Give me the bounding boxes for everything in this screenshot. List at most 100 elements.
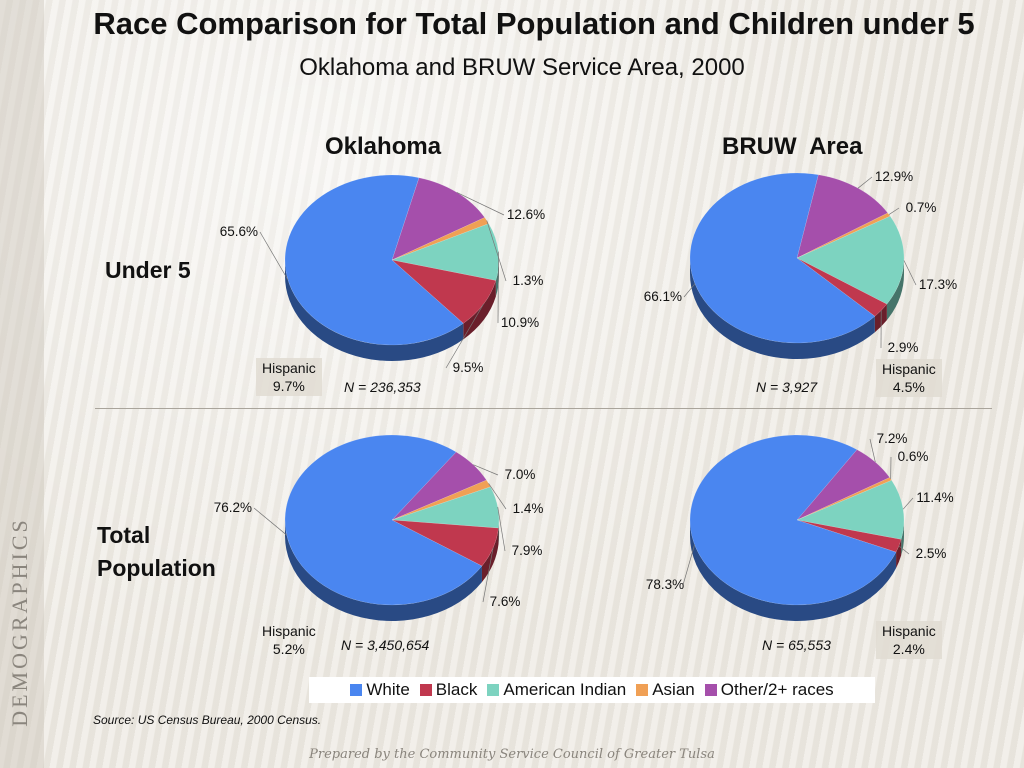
- hispanic-box-oklahoma-total: Hispanic 5.2%: [256, 621, 322, 659]
- data-label-american-indian: 11.4%: [916, 490, 953, 505]
- data-label-white: 78.3%: [646, 577, 684, 592]
- column-header-bruw: BRUW Area: [722, 133, 863, 160]
- data-label-black: 7.6%: [490, 594, 521, 609]
- footer-credit: Prepared by the Community Service Counci…: [309, 747, 715, 762]
- legend-swatch-black: [419, 684, 432, 696]
- data-label-black: 9.5%: [453, 360, 484, 375]
- n-bruw-under5: N = 3,927: [756, 379, 818, 395]
- hispanic-value: 4.5%: [892, 379, 925, 395]
- leader-line: [445, 303, 484, 369]
- n-bruw-total: N = 65,553: [762, 637, 831, 653]
- pie-side-white: [285, 260, 464, 361]
- pie-slice-asian: [796, 477, 892, 521]
- row-header-under5: Under 5: [105, 257, 191, 283]
- data-label-asian: 1.4%: [513, 501, 544, 516]
- data-label-asian: 1.3%: [513, 273, 544, 288]
- pie-slice-white: [689, 172, 876, 344]
- hispanic-label: Hispanic: [882, 361, 936, 377]
- row-divider: [95, 408, 992, 409]
- legend-swatch-asian: [636, 684, 649, 696]
- leader-line: [259, 231, 289, 281]
- hispanic-label: Hispanic: [882, 623, 936, 639]
- data-label-asian: 0.6%: [898, 449, 929, 464]
- row-header-total-population: Total Population: [97, 522, 216, 581]
- hispanic-label: Hispanic: [262, 360, 316, 376]
- hispanic-box-bruw-total: Hispanic 2.4%: [876, 621, 942, 659]
- legend-swatch-american-indian: [487, 684, 500, 696]
- leader-line: [683, 283, 696, 298]
- pie-side-white: [285, 520, 482, 621]
- pie-slice-black: [796, 257, 888, 317]
- data-label-white: 76.2%: [214, 500, 252, 515]
- legend-label: Black: [435, 680, 478, 699]
- legend: White Black American Indian Asian Other/…: [309, 677, 875, 703]
- hispanic-label: Hispanic: [262, 623, 316, 639]
- source-note: Source: US Census Bureau, 2000 Census.: [93, 713, 322, 727]
- left-band: [0, 0, 44, 768]
- page-subtitle: Oklahoma and BRUW Service Area, 2000: [299, 54, 745, 81]
- pie-side-white: [690, 520, 897, 622]
- data-label-american-indian: 10.9%: [501, 315, 539, 330]
- data-label-white: 66.1%: [644, 289, 682, 304]
- leader-line: [456, 192, 505, 216]
- pie-slice-other-2-races: [796, 174, 889, 259]
- legend-item-asian: Asian: [636, 680, 695, 700]
- legend-label: White: [366, 680, 410, 699]
- pie-slice-other-2-races: [391, 451, 487, 521]
- pie-bruw-total: 7.2% 0.6% 11.4% 2.5% 78.3%: [646, 431, 954, 622]
- legend-swatch-white: [350, 684, 363, 696]
- leader-line: [486, 220, 507, 282]
- leader-line: [857, 176, 873, 189]
- data-label-american-indian: 17.3%: [919, 277, 957, 292]
- data-label-other-2-races: 12.9%: [875, 169, 913, 184]
- pie-side-white: [690, 258, 875, 359]
- pie-oklahoma-total: 7.0% 1.4% 7.9% 7.6% 76.2%: [214, 434, 544, 621]
- hispanic-box-bruw-under5: Hispanic 4.5%: [876, 359, 942, 397]
- data-label-other-2-races: 7.2%: [877, 431, 908, 446]
- data-label-black: 2.9%: [888, 340, 919, 355]
- leader-line: [488, 483, 507, 510]
- n-oklahoma-total: N = 3,450,654: [341, 637, 430, 653]
- leader-line: [482, 547, 494, 603]
- hispanic-value: 9.7%: [272, 378, 305, 394]
- pie-slice-american-indian: [796, 479, 905, 540]
- n-oklahoma-under5: N = 236,353: [344, 379, 421, 395]
- hispanic-value: 2.4%: [892, 641, 925, 657]
- legend-label: Asian: [652, 680, 695, 699]
- leader-line: [898, 545, 910, 555]
- data-label-american-indian: 7.9%: [512, 543, 543, 558]
- pie-side-black: [481, 528, 499, 583]
- data-label-other-2-races: 12.6%: [507, 207, 545, 222]
- legend-item-black: Black: [419, 680, 478, 700]
- leader-line: [473, 464, 499, 476]
- hispanic-value: 5.2%: [272, 641, 305, 657]
- data-label-asian: 0.7%: [906, 200, 937, 215]
- pie-oklahoma-under5: 12.6% 1.3% 10.9% 9.5% 65.6%: [220, 174, 545, 375]
- leader-line: [497, 506, 506, 552]
- leader-line: [869, 438, 876, 463]
- data-label-other-2-races: 7.0%: [505, 467, 536, 482]
- pie-slice-white: [284, 434, 483, 606]
- data-label-white: 65.6%: [220, 224, 258, 239]
- pie-side-american-indian: [901, 520, 904, 556]
- pie-side-american-indian: [495, 260, 499, 297]
- data-label-black: 2.5%: [916, 546, 947, 561]
- legend-swatch-other: [704, 684, 717, 696]
- leader-line: [253, 507, 287, 536]
- leader-line: [903, 260, 917, 286]
- legend-label: American Indian: [503, 680, 627, 699]
- leader-line: [682, 544, 695, 586]
- legend-item-american-indian: American Indian: [487, 680, 626, 700]
- pie-slice-black: [796, 519, 902, 553]
- pie-bruw-under5: 12.9% 0.7% 17.3% 2.9% 66.1%: [644, 169, 957, 359]
- legend-item-other: Other/2+ races: [704, 680, 834, 700]
- leader-line: [888, 207, 900, 215]
- hispanic-box-oklahoma-under5: Hispanic 9.7%: [256, 358, 322, 396]
- pie-slice-black: [391, 519, 499, 567]
- pie-side-american-indian: [886, 258, 904, 321]
- legend-label: Other/2+ races: [720, 680, 834, 699]
- legend-item-white: White: [350, 680, 410, 700]
- column-header-oklahoma: Oklahoma: [325, 133, 442, 160]
- leader-line: [902, 497, 914, 510]
